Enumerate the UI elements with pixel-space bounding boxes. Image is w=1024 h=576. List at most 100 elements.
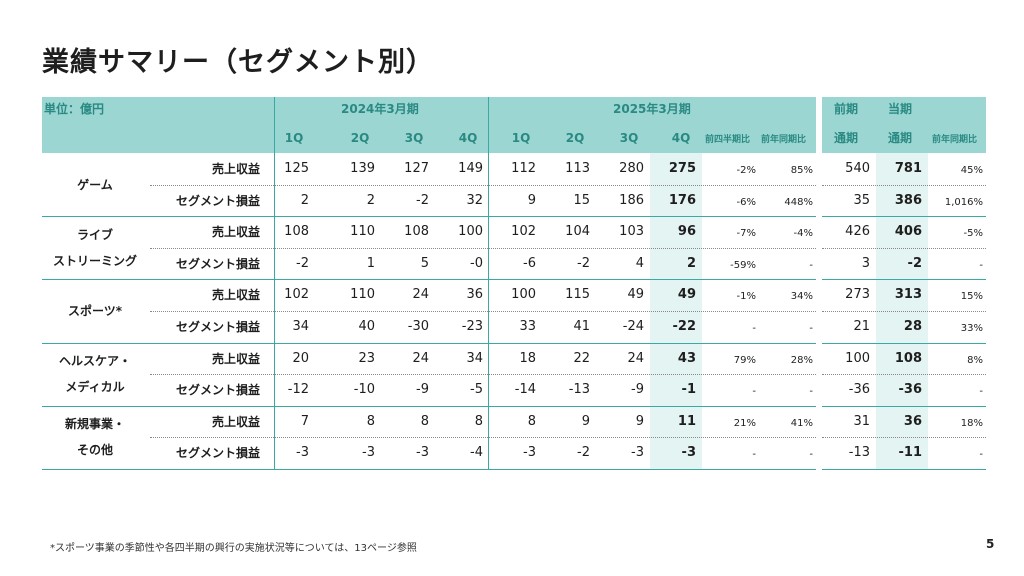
value-yoy: 448% [784, 196, 813, 208]
value-fy25-q2: -13 [568, 382, 590, 398]
value-fy24-q3: 24 [412, 350, 429, 366]
segment-name: スポーツ* [42, 298, 148, 324]
value-fy25-q3: -3 [631, 445, 644, 461]
value-fy24-q4: -5 [470, 382, 483, 398]
segment-name-line: ライブ [76, 227, 113, 242]
value-fy25-q2: 113 [565, 161, 590, 176]
row-divider-dotted-fullyear [822, 374, 986, 375]
value-fy25-q3: 103 [619, 224, 644, 240]
value-fy25-q1: 33 [519, 319, 536, 334]
metric-label: セグメント損益 [175, 193, 260, 208]
segment-divider-fullyear [822, 406, 986, 407]
value-full-curr: 28 [903, 319, 922, 334]
value-fy24-q4: 149 [458, 161, 483, 176]
value-fy24-q3: 24 [412, 287, 429, 303]
row-divider-dotted-fullyear [822, 437, 986, 438]
value-fy25-q2: 15 [573, 192, 590, 208]
yoy-header: 前年同期比 [761, 135, 807, 145]
value-fy25-q3: 4 [635, 255, 644, 271]
value-full-yoy: - [979, 259, 983, 271]
segment-divider [42, 216, 816, 217]
full-curr-header: 通期 [888, 131, 913, 145]
value-fy24-q1: -3 [296, 445, 309, 461]
segment-divider [42, 279, 816, 280]
value-qoq: -1% [736, 291, 756, 303]
value-fy25-q1: -6 [523, 255, 536, 271]
segment-name: ライブ ストリーミング [42, 222, 148, 274]
value-yoy: 28% [790, 354, 813, 366]
value-full-prev: 273 [845, 287, 870, 303]
metric-label: セグメント損益 [175, 256, 260, 271]
value-fy25-q1: -14 [514, 382, 536, 398]
value-fy24-q4: 34 [466, 350, 483, 366]
value-fy24-q4: -4 [470, 445, 483, 461]
segment-divider-fullyear [822, 279, 986, 280]
value-fy25-q1: 100 [511, 287, 536, 303]
segment-name: ヘルスケア・ メディカル [42, 348, 148, 400]
row-divider-dotted [150, 374, 816, 375]
value-fy24-q3: 8 [420, 413, 429, 429]
header-divider-1 [274, 97, 275, 153]
value-qoq: -2% [736, 165, 756, 176]
segment-name-line: ヘルスケア・ [58, 354, 131, 369]
segment-name: 新規事業・ その他 [42, 411, 148, 463]
value-qoq: - [752, 386, 756, 398]
metric-label: 売上収益 [211, 162, 260, 176]
value-fy24-q4: -0 [470, 255, 483, 271]
qoq-header: 前四半期比 [705, 135, 751, 145]
body-divider-3 [816, 97, 822, 469]
q-header-2025-4: 4Q [671, 131, 691, 145]
row-divider-dotted-fullyear [822, 185, 986, 186]
value-fy25-q3: 280 [619, 161, 644, 176]
value-fy24-q4: -23 [461, 319, 483, 334]
value-full-yoy: 15% [960, 291, 983, 303]
value-fy24-q1: 125 [284, 161, 309, 176]
value-fy24-q3: -9 [416, 382, 429, 398]
q-header-2025-3: 3Q [619, 131, 639, 145]
value-fy24-q1: 7 [300, 413, 309, 429]
value-fy24-q1: 102 [284, 287, 309, 303]
value-fy24-q3: 108 [404, 224, 429, 240]
value-fy25-q2: -2 [577, 255, 590, 271]
value-yoy: 41% [790, 417, 813, 429]
value-fy24-q2: 110 [350, 224, 375, 240]
value-full-prev: 3 [861, 255, 870, 271]
curr-label: 当期 [888, 102, 913, 116]
row-divider-dotted [150, 437, 816, 438]
value-fy25-q3: -24 [622, 319, 644, 334]
page-title: 業績サマリー（セグメント別） [42, 47, 434, 78]
value-fy24-q2: 2 [366, 192, 375, 208]
value-full-curr: -36 [898, 382, 923, 398]
segment-name-line: 新規事業・ [64, 417, 125, 432]
value-fy25-q3: -9 [631, 382, 644, 398]
value-full-curr: -2 [907, 255, 922, 271]
value-full-prev: 21 [853, 319, 870, 334]
q-header-2025-2: 2Q [565, 131, 585, 145]
value-fy25-q2: 22 [573, 350, 590, 366]
value-yoy: - [809, 323, 813, 334]
segment-divider-fullyear [822, 343, 986, 344]
value-qoq: 21% [733, 417, 756, 429]
segment-divider-fullyear [822, 469, 986, 470]
value-yoy: 34% [790, 291, 813, 303]
value-fy25-q1: 8 [527, 413, 536, 429]
value-full-yoy: -5% [963, 228, 983, 240]
value-full-prev: 426 [845, 224, 870, 240]
header-band-fullyear [822, 97, 986, 153]
value-fy24-q2: 110 [350, 287, 375, 303]
value-fy25-q4: 275 [668, 161, 696, 176]
full-prev-header: 通期 [834, 131, 859, 145]
value-full-curr: 781 [894, 161, 922, 176]
value-fy25-q4: -22 [672, 319, 697, 334]
value-fy25-q3: 24 [627, 350, 644, 366]
value-qoq: - [752, 449, 756, 461]
value-fy25-q2: 41 [573, 319, 590, 334]
value-fy25-q2: 104 [565, 224, 590, 240]
value-full-yoy: - [979, 449, 983, 461]
value-full-prev: 35 [853, 192, 870, 208]
value-fy24-q4: 100 [458, 224, 483, 240]
page-number: 5 [986, 537, 995, 551]
value-fy24-q2: 40 [358, 319, 375, 334]
value-fy25-q4: -1 [681, 382, 696, 398]
value-full-yoy: 45% [960, 165, 983, 176]
